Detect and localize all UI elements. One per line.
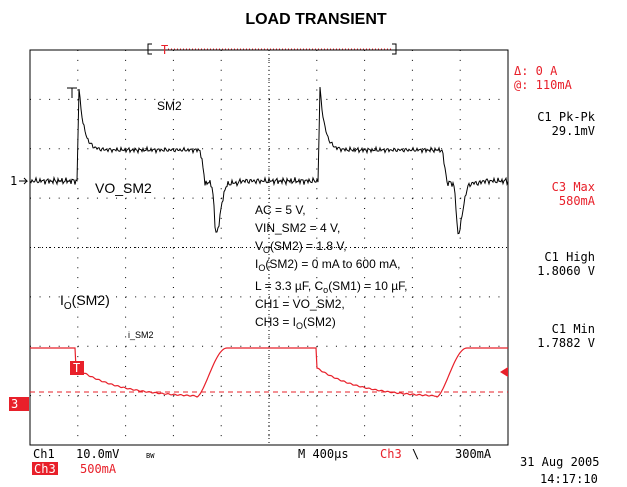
c1-pkpk-value: 29.1mV xyxy=(552,124,595,138)
ch3-marker: 3 xyxy=(11,397,18,411)
trigger-level-arrow xyxy=(500,367,508,377)
ch3-box xyxy=(32,462,58,475)
date: 31 Aug 2005 xyxy=(520,455,599,469)
ch3: Ch3 xyxy=(34,462,56,476)
sm2-label: SM2 xyxy=(157,99,182,113)
time: 14:17:10 xyxy=(540,472,598,486)
t: I xyxy=(255,257,258,271)
at: @: 110mA xyxy=(514,78,573,92)
delta: Δ: 0 A xyxy=(514,64,558,78)
graticule xyxy=(30,50,508,445)
cond-3: VO(SM2) = 1.8 V, xyxy=(255,239,347,255)
ch1-marker: 1 xyxy=(10,174,17,188)
cond-4: IO(SM2) = 0 mA to 600 mA, xyxy=(255,257,400,273)
i-sm2-label: i_SM2 xyxy=(128,330,154,340)
c1-pkpk-label: C1 Pk-Pk xyxy=(537,110,596,124)
t: O xyxy=(258,263,265,273)
ch3-marker-box xyxy=(9,397,29,411)
io-sub: O xyxy=(64,301,72,312)
t: (SM2) = 1.8 V, xyxy=(270,239,347,253)
ch3-trace xyxy=(30,347,508,398)
c3-max-value: 580mA xyxy=(559,194,596,208)
t: (SM2) xyxy=(303,315,336,329)
c1-min-value: 1.7882 V xyxy=(537,336,595,350)
vo-label: VO_SM2 xyxy=(95,180,152,196)
cond-7: CH3 = IO(SM2) xyxy=(255,315,336,331)
t: (SM2) = 0 mA to 600 mA, xyxy=(265,257,400,271)
c1-min-label: C1 Min xyxy=(552,322,595,336)
screen-border xyxy=(29,49,509,446)
c1-high-value: 1.8060 V xyxy=(537,264,595,278)
trig-slope: \ xyxy=(412,447,419,461)
trig-level: 300mA xyxy=(455,447,492,461)
io-label: IO(SM2) xyxy=(60,292,110,312)
trigger-marker: T xyxy=(73,361,80,375)
bw: BW xyxy=(146,452,155,460)
ch1: Ch1 xyxy=(33,447,55,461)
trigger-marker-box xyxy=(70,361,84,375)
t: O xyxy=(263,245,270,255)
t: O xyxy=(296,321,303,331)
conditions: AC = 5 V, VIN_SM2 = 4 V, VO(SM2) = 1.8 V… xyxy=(255,203,407,331)
cond-1: AC = 5 V, xyxy=(255,203,306,217)
t: L = 3.3 µF, C xyxy=(255,279,324,293)
ch1-trace xyxy=(29,86,509,235)
c1-high-label: C1 High xyxy=(544,250,595,264)
bracket xyxy=(147,43,397,55)
cond-5: L = 3.3 µF, Co(SM1) = 10 µF, xyxy=(255,279,407,295)
t: (SM1) = 10 µF, xyxy=(328,279,407,293)
ch3-scale: 500mA xyxy=(80,462,117,476)
t: CH3 = I xyxy=(255,315,296,329)
title: LOAD TRANSIENT xyxy=(245,11,387,28)
trig-source: Ch3 xyxy=(380,447,402,461)
c3-max-label: C3 Max xyxy=(552,180,595,194)
timebase: M 400µs xyxy=(298,447,349,461)
io-rest: (SM2) xyxy=(72,292,110,308)
cursor-t xyxy=(67,87,77,98)
bracket-label: T xyxy=(161,43,168,57)
readouts: Δ: 0 A @: 110mA C1 Pk-Pk 29.1mV C3 Max 5… xyxy=(514,64,596,350)
cond-6: CH1 = VO_SM2, xyxy=(255,297,345,311)
cond-2: VIN_SM2 = 4 V, xyxy=(255,221,340,235)
t: o xyxy=(323,285,328,295)
ch1-arrow xyxy=(19,177,29,185)
footer: Ch1 10.0mV BW Ch3 500mA M 400µs Ch3 \ 30… xyxy=(32,447,599,486)
ch1-scale: 10.0mV xyxy=(76,447,119,461)
io-main: I xyxy=(60,292,64,308)
t: V xyxy=(255,239,263,253)
